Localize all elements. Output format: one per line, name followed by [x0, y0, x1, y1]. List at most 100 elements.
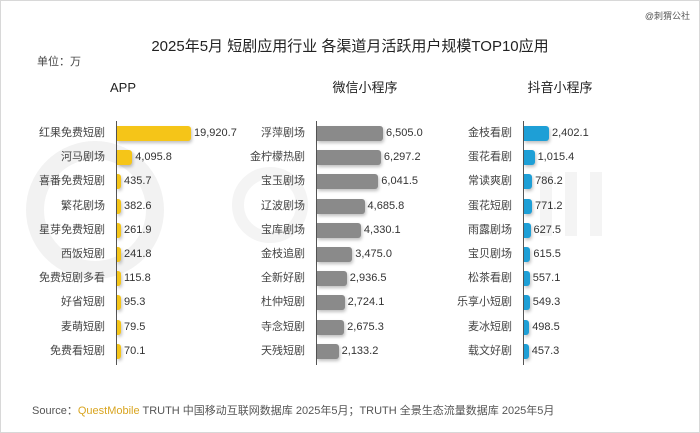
bar — [317, 271, 347, 287]
value-label: 6,297.2 — [383, 151, 421, 164]
panel-title: 抖音小程序 — [527, 80, 593, 95]
source-brand: QuestMobile — [77, 405, 140, 417]
value-label: 6,505.0 — [386, 127, 423, 139]
value-label: 4,095.8 — [135, 151, 172, 164]
category-label: 繁花剧场 — [61, 199, 105, 212]
bar — [524, 222, 531, 238]
category-label: 蛋花看剧 — [468, 151, 512, 164]
category-label: 寺念短剧 — [261, 320, 305, 333]
value-label: 4,685.8 — [367, 199, 405, 212]
panel-title: 微信小程序 — [332, 80, 398, 95]
bar — [317, 295, 345, 311]
bar — [524, 271, 530, 287]
panel-title: APP — [109, 80, 137, 95]
bar — [317, 343, 339, 359]
value-label: 627.5 — [533, 223, 562, 236]
category-label: 好省短剧 — [61, 296, 105, 309]
value-label: 786.2 — [535, 175, 563, 188]
bar — [117, 126, 191, 141]
value-label: 115.8 — [124, 272, 151, 285]
value-label: 2,936.5 — [349, 272, 387, 285]
bar — [117, 222, 121, 238]
bar — [524, 319, 530, 335]
bar — [524, 198, 533, 214]
bar — [117, 247, 121, 262]
category-label: 河马剧场 — [61, 151, 105, 164]
source-text: TRUTH 中国移动互联网数据库 2025年5月；TRUTH 全景生态流量数据库… — [139, 405, 555, 417]
category-label: 红果免费短剧 — [39, 127, 105, 139]
source-prefix: Source： — [32, 405, 78, 417]
category-label: 喜番免费短剧 — [39, 175, 105, 188]
value-label: 241.8 — [124, 248, 152, 260]
value-label: 557.1 — [532, 272, 561, 285]
unit-label: 单位：万 — [37, 56, 81, 68]
watermark: @刺猬公社 — [644, 11, 690, 21]
bar — [524, 174, 533, 190]
category-label: 辽波剧场 — [261, 199, 305, 212]
category-label: 杜仲短剧 — [261, 296, 305, 309]
value-label: 615.5 — [533, 248, 561, 260]
panel-axis — [316, 121, 317, 365]
value-label: 498.5 — [532, 320, 560, 333]
category-label: 免费看短剧 — [50, 344, 105, 357]
category-label: 载文好剧 — [468, 344, 512, 357]
value-label: 549.3 — [532, 296, 561, 309]
bar — [317, 198, 365, 214]
category-label: 浮萍剧场 — [261, 127, 305, 139]
category-label: 麦萌短剧 — [61, 320, 105, 333]
category-label: 金枝追剧 — [261, 248, 305, 260]
category-label: 西饭短剧 — [61, 248, 105, 260]
bar — [317, 247, 353, 262]
category-label: 常读爽剧 — [468, 175, 512, 188]
bar — [317, 150, 381, 166]
bar — [317, 222, 361, 238]
category-label: 宝贝剧场 — [468, 248, 512, 260]
bar — [317, 174, 379, 190]
value-label: 95.3 — [124, 296, 146, 309]
value-label: 457.3 — [531, 344, 560, 357]
bar — [117, 319, 121, 335]
bar — [117, 198, 121, 214]
category-label: 星芽免费短剧 — [39, 223, 105, 236]
category-label: 乐享小短剧 — [457, 296, 512, 309]
category-label: 免费短剧多看 — [39, 272, 105, 285]
category-label: 松茶看剧 — [468, 272, 512, 285]
category-label: 麦冰短剧 — [468, 320, 512, 333]
bar — [117, 174, 121, 190]
bar — [117, 295, 121, 311]
value-label: 261.9 — [124, 223, 152, 236]
value-label: 771.2 — [535, 199, 563, 212]
category-label: 金柠檬热剧 — [250, 151, 305, 164]
value-label: 2,133.2 — [341, 344, 379, 357]
source-note: Source：QuestMobile TRUTH 中国移动互联网数据库 2025… — [32, 405, 554, 418]
value-label: 1,015.4 — [537, 151, 575, 164]
category-label: 雨露剧场 — [468, 223, 512, 236]
value-label: 435.7 — [124, 175, 152, 188]
category-label: 全新好剧 — [261, 272, 305, 285]
bar — [524, 126, 549, 141]
bar — [317, 319, 345, 335]
value-label: 19,920.7 — [194, 127, 237, 139]
value-label: 382.6 — [124, 199, 152, 212]
value-label: 2,675.3 — [347, 320, 384, 333]
category-label: 金枝看剧 — [468, 127, 512, 139]
chart-title: 2025年5月 短剧应用行业 各渠道月活跃用户规模TOP10应用 — [151, 38, 549, 55]
category-label: 天残短剧 — [261, 344, 305, 357]
panel-axis — [523, 121, 524, 365]
category-label: 蛋花短剧 — [468, 199, 512, 212]
bar — [317, 126, 383, 141]
value-label: 79.5 — [124, 320, 146, 333]
panel-axis — [116, 121, 117, 365]
value-label: 3,475.0 — [355, 248, 392, 260]
value-label: 2,724.1 — [347, 296, 385, 309]
value-label: 4,330.1 — [363, 223, 401, 236]
category-label: 宝玉剧场 — [261, 175, 305, 188]
bar — [524, 247, 531, 262]
bar — [117, 150, 133, 166]
bar — [524, 150, 535, 166]
value-label: 2,402.1 — [552, 127, 589, 139]
bar — [117, 271, 121, 287]
bar — [117, 343, 121, 359]
category-label: 宝库剧场 — [261, 223, 305, 236]
